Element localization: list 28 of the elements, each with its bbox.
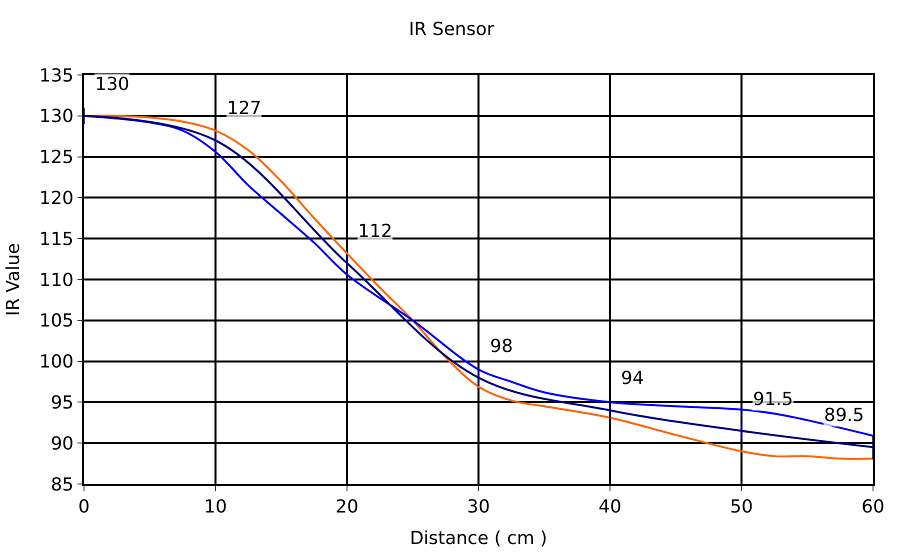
data-label: 94: [621, 368, 644, 389]
x-tick-label: 40: [598, 496, 622, 518]
data-label: 130: [95, 74, 130, 95]
x-tick-label: 60: [862, 496, 884, 518]
x-tick-label: 0: [78, 496, 90, 518]
y-tick-label: 85: [50, 474, 74, 496]
data-label: 127: [227, 98, 262, 119]
x-tick-label: 50: [730, 496, 753, 518]
chart-title: IR Sensor: [408, 18, 495, 40]
y-tick-label: 110: [39, 270, 74, 291]
data-label: 112: [358, 221, 392, 242]
y-tick-label: 90: [50, 433, 74, 454]
y-tick-label: 130: [39, 106, 74, 128]
y-tick-label: 105: [39, 310, 74, 332]
x-tick-label: 30: [467, 496, 490, 518]
data-label: 98: [490, 336, 513, 357]
y-axis-title: IR Value: [2, 243, 24, 316]
y-tick-label: 125: [39, 147, 74, 168]
data-label: 89.5: [824, 405, 864, 426]
x-tick-label: 20: [336, 496, 358, 518]
data-label: 91.5: [753, 389, 794, 410]
x-tick-label: 10: [204, 496, 227, 518]
y-tick-label: 100: [39, 352, 74, 373]
y-tick-label: 95: [50, 392, 74, 414]
y-tick-label: 120: [39, 188, 74, 209]
x-axis-title: Distance ( cm ): [410, 528, 548, 549]
y-tick-label: 135: [39, 65, 74, 86]
y-tick-label: 115: [39, 228, 74, 250]
